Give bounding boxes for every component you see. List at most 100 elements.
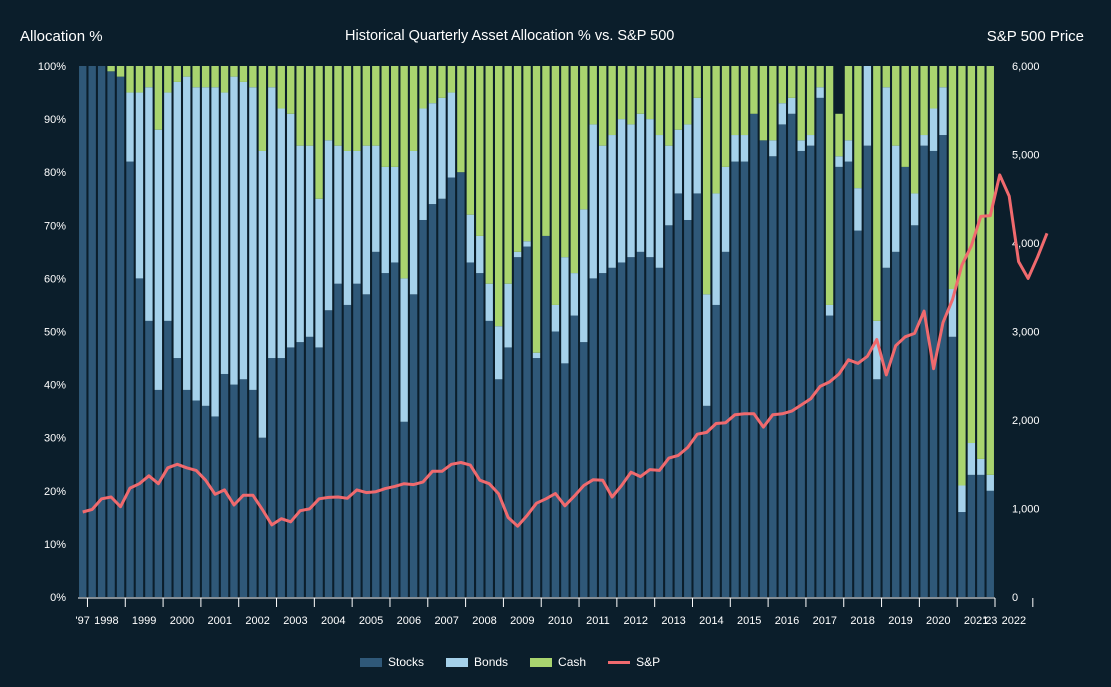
bar-stocks-72 [759,140,768,597]
bar-bonds-9 [164,92,172,321]
bar-stocks-40 [457,172,465,597]
bar-bonds-17 [239,81,248,380]
bar-cash-5 [126,66,134,93]
bar-cash-76 [797,66,805,141]
bar-bonds-61 [655,135,664,268]
bar-bonds-21 [277,108,285,359]
bar-stocks-33 [391,262,399,597]
bar-bonds-13 [201,87,210,406]
bar-cash-28 [343,66,352,151]
bar-cash-50 [551,66,560,305]
bar-cash-31 [372,66,380,146]
bar-stocks-7 [145,320,153,597]
bar-bonds-14 [211,87,219,417]
bar-cash-12 [192,66,200,88]
bar-cash-58 [627,66,635,125]
y-tick-right: 6,000 [1012,61,1040,73]
bar-stocks-30 [362,294,371,597]
bar-stocks-82 [854,230,862,598]
x-tick-label: 2019 [888,615,912,627]
bar-stocks-29 [353,283,361,597]
bar-stocks-15 [220,373,229,597]
bar-stocks-77 [806,145,815,597]
bar-cash-70 [740,66,749,136]
bar-stocks-53 [580,342,588,597]
bar-bonds-29 [353,150,361,284]
bar-cash-18 [249,66,257,88]
bar-bonds-53 [580,209,588,343]
x-tick-label: 2010 [548,615,572,627]
bar-bonds-20 [268,87,276,359]
legend-label-cash: Cash [558,655,587,669]
bar-bonds-57 [617,119,626,263]
bar-stocks-36 [419,219,427,598]
legend-item-bonds: Bonds [446,655,508,669]
bar-stocks-55 [598,273,607,597]
bar-cash-22 [287,66,295,114]
bar-stocks-63 [674,193,682,597]
legend-swatch-stocks [360,657,382,667]
bar-bonds-94 [967,443,976,475]
bar-cash-86 [892,66,900,146]
bar-cash-38 [438,66,446,98]
bar-bonds-90 [929,108,938,151]
x-tick-label: 2009 [510,615,534,627]
x-tick-label: 2008 [472,615,496,627]
bar-bonds-66 [702,294,711,406]
bar-cash-79 [825,66,834,305]
bar-cash-88 [910,66,919,194]
bar-cash-7 [145,66,153,88]
bar-cash-46 [513,66,522,252]
bar-bonds-6 [135,92,144,279]
bar-bonds-7 [145,87,153,321]
bar-bonds-37 [428,103,437,205]
y-tick-left: 60% [44,273,66,285]
bar-cash-42 [476,66,484,236]
bar-bonds-26 [324,140,333,311]
bar-stocks-60 [646,257,654,597]
bar-cash-33 [391,66,399,167]
bar-bonds-35 [409,150,418,295]
bar-stocks-81 [844,161,853,597]
bar-bonds-5 [126,92,134,162]
bar-cash-52 [570,66,579,274]
bar-bonds-56 [608,135,616,268]
bar-bonds-38 [438,97,446,199]
bar-bonds-18 [249,87,257,390]
bar-stocks-52 [570,315,579,597]
bar-bonds-81 [844,140,853,162]
bar-bonds-96 [986,474,994,491]
bar-bonds-47 [523,241,531,247]
bar-cash-20 [268,66,276,88]
bar-bonds-89 [920,135,928,146]
bar-cash-51 [561,66,569,258]
bar-bonds-92 [948,289,957,337]
x-tick-label: 2004 [321,615,345,627]
bar-bonds-28 [343,150,352,305]
y-tick-left: 20% [44,486,66,498]
bar-cash-75 [788,66,796,98]
bar-stocks-95 [977,474,985,597]
x-tick-label: 2000 [170,615,194,627]
bar-cash-89 [920,66,928,136]
bar-cash-26 [324,66,333,141]
right-axis-title: S&P 500 Price [986,28,1084,45]
bar-stocks-13 [201,405,210,597]
bar-stocks-68 [721,251,730,597]
bar-cash-66 [702,66,711,295]
legend-item-stocks: Stocks [360,655,424,669]
bar-bonds-84 [873,320,881,380]
x-tick-label: 2014 [699,615,723,627]
bar-cash-61 [655,66,664,136]
bar-stocks-91 [939,135,947,597]
bar-stocks-18 [249,389,257,597]
bar-cash-30 [362,66,371,146]
bar-cash-64 [684,66,692,125]
x-tick-label: 2022 [1002,615,1026,627]
x-tick-label: 2015 [737,615,761,627]
bar-cash-10 [173,66,181,82]
bar-cash-45 [504,66,512,284]
bar-bonds-39 [447,92,456,178]
bar-bonds-23 [296,145,304,343]
bar-cash-14 [211,66,219,88]
